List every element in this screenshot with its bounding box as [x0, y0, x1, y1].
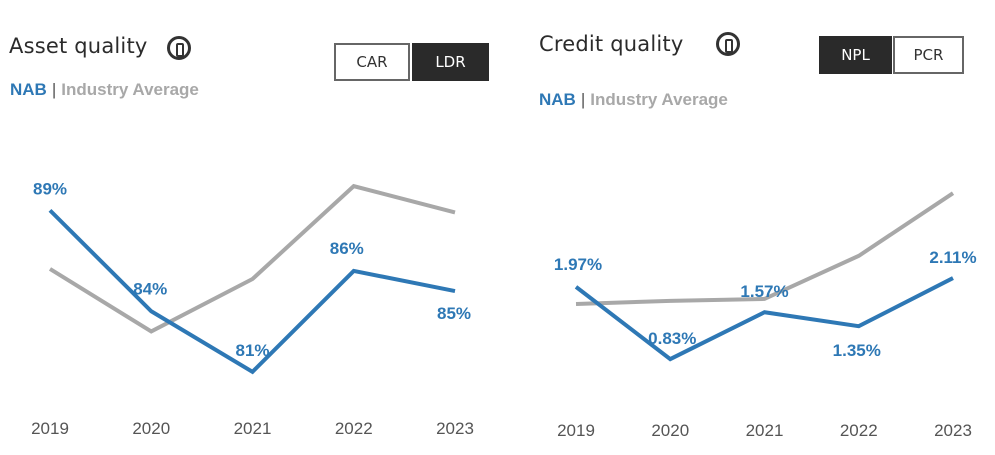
legend-nab: NAB [539, 90, 576, 109]
info-icon[interactable] [167, 36, 191, 60]
ldr-button[interactable]: LDR [412, 43, 489, 81]
nab-data-label: 85% [437, 304, 471, 323]
x-tick-label: 2020 [132, 419, 170, 438]
x-tick-label: 2019 [557, 421, 595, 440]
nab-data-label: 89% [33, 179, 67, 198]
x-tick-label: 2021 [746, 421, 784, 440]
industry-average-series-line [48, 183, 456, 334]
credit-quality-legend: NAB | Industry Average [539, 90, 728, 110]
nab-data-label: 1.97% [554, 255, 602, 274]
credit-quality-chart: 2019 2020 2021 2022 2023 1.97% 0.83% 1.57% 1.35%… [554, 191, 977, 440]
nab-series-line [574, 276, 954, 362]
asset-quality-legend: NAB | Industry Average [10, 80, 199, 100]
x-tick-label: 2022 [840, 421, 878, 440]
npl-button[interactable]: NPL [819, 36, 892, 74]
legend-separator: | [51, 80, 57, 99]
asset-quality-chart: 2019 2020 2021 2022 2023 89% 84% 81% 86% 85% [31, 179, 474, 438]
legend-industry-average: Industry Average [590, 90, 728, 109]
nab-data-label: 86% [330, 239, 364, 258]
x-tick-label: 2023 [934, 421, 972, 440]
x-tick-label: 2021 [234, 419, 272, 438]
nab-data-label: 81% [235, 341, 269, 360]
asset-quality-panel: Asset quality CAR LDR NAB | Industry Avera… [9, 34, 489, 438]
info-icon[interactable] [716, 32, 740, 56]
asset-quality-title: Asset quality [9, 34, 148, 58]
credit-quality-title: Credit quality [539, 32, 684, 56]
legend-nab: NAB [10, 80, 47, 99]
nab-data-label: 1.57% [740, 282, 788, 301]
x-tick-label: 2019 [31, 419, 69, 438]
nab-series-line [48, 208, 456, 375]
industry-average-series-line [575, 191, 955, 306]
nab-data-label: 84% [133, 279, 167, 298]
nab-data-label: 2.11% [929, 248, 976, 267]
legend-industry-average: Industry Average [61, 80, 199, 99]
nab-data-label: 0.83% [648, 329, 696, 348]
car-button[interactable]: CAR [334, 43, 410, 81]
credit-quality-panel: Credit quality NPL PCR NAB | Industry Aver… [530, 0, 995, 455]
x-tick-label: 2022 [335, 419, 373, 438]
nab-data-label: 1.35% [833, 341, 881, 360]
pcr-button[interactable]: PCR [893, 36, 964, 74]
x-tick-label: 2020 [651, 421, 689, 440]
legend-separator: | [580, 90, 586, 109]
x-tick-label: 2023 [436, 419, 474, 438]
